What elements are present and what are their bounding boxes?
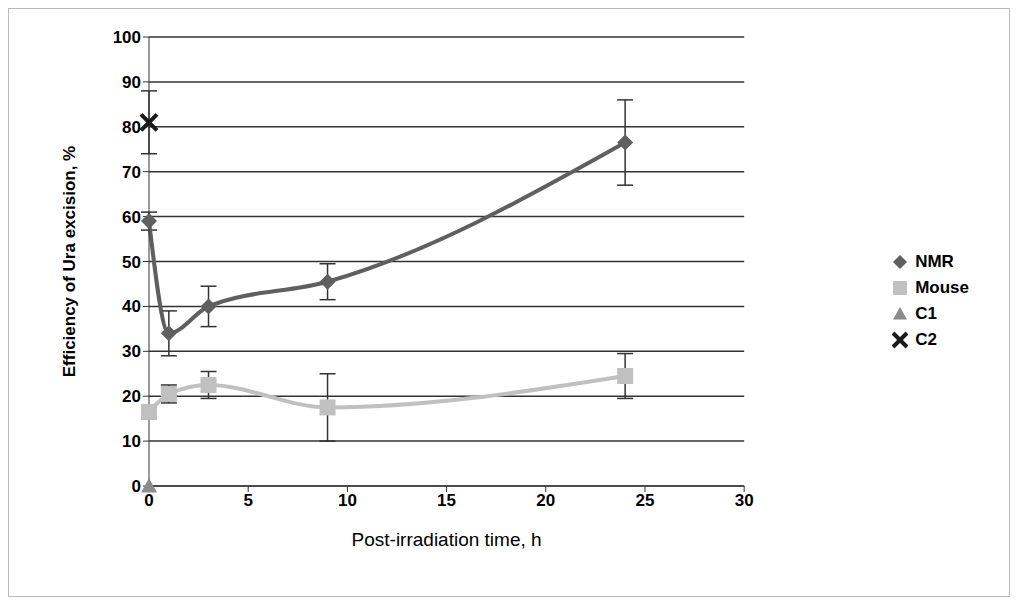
svg-text:0: 0 [144, 491, 153, 510]
svg-text:0: 0 [132, 477, 141, 496]
svg-text:5: 5 [243, 491, 252, 510]
html-text:C1: C1 [915, 303, 937, 323]
svg-text:80: 80 [122, 118, 141, 137]
html-text:NMR: NMR [915, 251, 954, 271]
svg-text:40: 40 [122, 297, 141, 316]
svg-text:90: 90 [122, 73, 141, 92]
html-text:Mouse: Mouse [915, 277, 969, 297]
html-text:C2: C2 [915, 329, 937, 349]
svg-text:15: 15 [437, 491, 456, 510]
svg-text:30: 30 [122, 342, 141, 361]
svg-text:20: 20 [536, 491, 555, 510]
svg-text:30: 30 [735, 491, 754, 510]
svg-text:50: 50 [122, 253, 141, 272]
svg-text:70: 70 [122, 163, 141, 182]
svg-text:25: 25 [636, 491, 655, 510]
svg-text:10: 10 [122, 432, 141, 451]
svg-text:100: 100 [113, 28, 141, 47]
svg-text:60: 60 [122, 208, 141, 227]
svg-text:20: 20 [122, 387, 141, 406]
svg-text:Post-irradiation time, h: Post-irradiation time, h [352, 529, 542, 550]
svg-text:Efficiency of Ura excision, %: Efficiency of Ura excision, % [60, 146, 79, 377]
svg-text:10: 10 [338, 491, 357, 510]
